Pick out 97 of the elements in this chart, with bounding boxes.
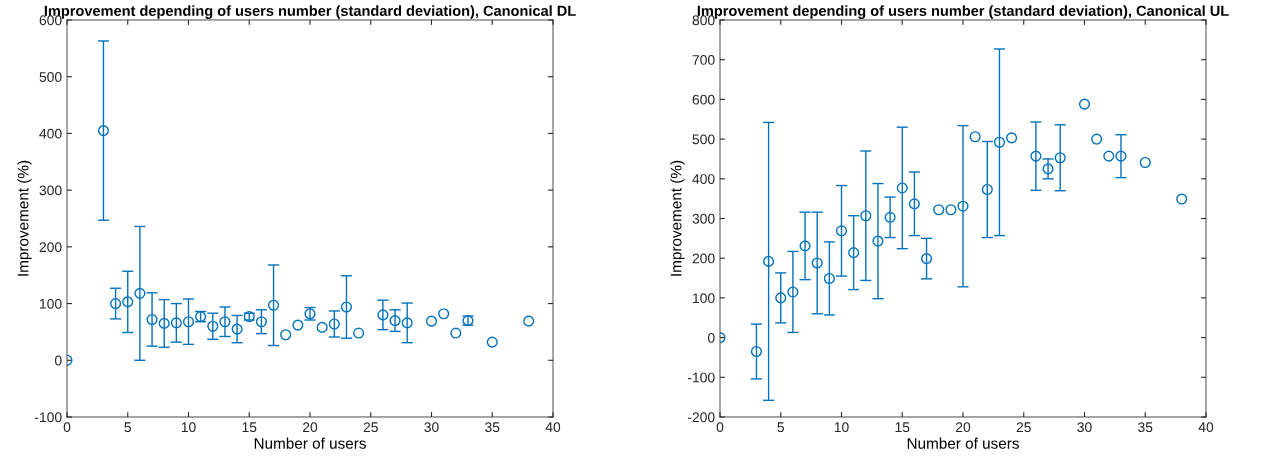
y-tick-label: 0 [54,355,62,366]
x-tick-label: 15 [895,422,910,433]
x-tick-label: 5 [777,422,785,433]
point [848,247,860,259]
point [1054,152,1066,164]
point [340,301,353,313]
point [920,253,933,265]
point [328,318,340,330]
y-tick-label: 600 [692,94,715,105]
y-tick-label: 300 [692,213,715,224]
point [993,136,1006,148]
y-tick-label: -200 [687,412,715,423]
y-tick-label: 200 [39,242,62,253]
x-tick-label: 30 [424,422,439,433]
x-tick-label: 15 [242,422,257,433]
point [1115,150,1127,162]
point [957,200,969,212]
point [122,296,134,308]
point [486,336,498,348]
point [750,345,763,358]
point [945,204,957,216]
x-axis-title: Number of users [254,437,366,449]
y-tick-label: 100 [693,293,715,304]
point [823,272,835,285]
point [523,315,535,327]
point [134,287,146,299]
y-tick-label: 400 [39,128,62,139]
point [1091,133,1103,145]
x-tick-label: 25 [363,422,378,433]
x-axis-title: Number of users [907,437,1019,449]
point [219,316,231,328]
point [158,317,170,329]
x-tick-label: 35 [485,422,500,433]
y-tick-label: 700 [692,55,715,65]
x-tick-label: 30 [1077,422,1092,433]
point [207,320,219,332]
point [280,329,292,341]
y-axis-title: Improvement (%) [17,160,32,276]
point [1006,132,1018,144]
point [896,182,908,194]
x-tick-label: 25 [1016,422,1031,433]
point [884,211,896,223]
x-tick-label: 5 [124,422,132,433]
point [389,315,401,327]
y-tick-label: 100 [40,298,62,309]
y-axis-title: Improvement (%) [670,160,685,276]
point [316,321,328,333]
point [146,313,158,326]
point [787,286,799,298]
y-tick-label: 500 [39,72,62,82]
point [981,183,993,196]
point [377,309,389,321]
point [1042,163,1054,175]
point [1030,150,1042,162]
y-tick-label: -100 [34,412,62,423]
point [1139,156,1151,169]
x-tick-label: 20 [302,422,318,433]
point [97,125,110,137]
point [353,327,365,339]
point [811,257,823,269]
x-tick-label: 0 [716,422,724,433]
point [775,292,787,304]
y-tick-label: 500 [692,134,715,145]
point [969,131,981,143]
point [835,225,848,237]
y-tick-label: 0 [707,332,715,343]
point [170,317,182,329]
point [438,308,450,320]
y-tick-label: 400 [692,174,715,184]
point [110,298,122,310]
point [231,323,243,335]
x-tick-label: 35 [1138,422,1153,433]
x-tick-label: 10 [181,422,196,433]
point [292,319,304,331]
point [1103,150,1115,162]
point [763,255,775,267]
y-tick-label: 300 [39,185,62,196]
point [450,327,462,339]
point [933,204,945,216]
point [872,235,884,247]
x-tick-label: 10 [834,422,849,433]
point [401,317,413,329]
x-tick-label: 40 [1198,422,1214,433]
y-tick-label: -100 [687,372,715,383]
x-tick-label: 20 [955,422,971,433]
point [1078,98,1091,110]
x-tick-label: 40 [545,422,561,433]
point [425,315,438,327]
y-tick-label: 200 [692,253,715,264]
point [799,240,811,252]
point [182,316,195,328]
point [1176,193,1188,205]
point [860,210,872,222]
point [267,299,280,311]
point [255,316,267,328]
point [908,198,920,210]
x-tick-label: 0 [63,422,71,433]
